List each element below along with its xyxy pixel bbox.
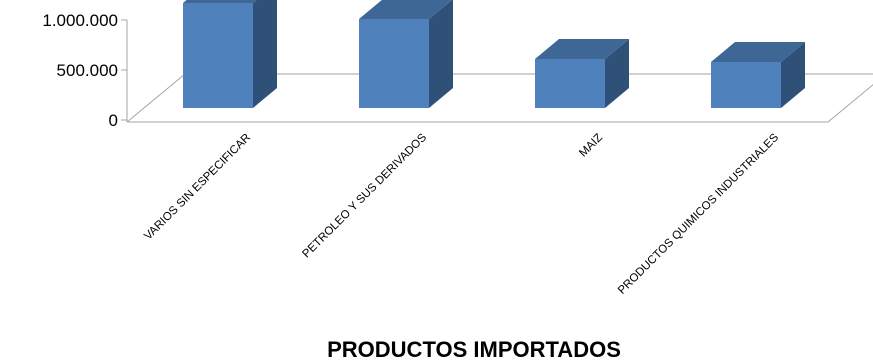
- bar-top-face: [535, 39, 629, 59]
- y-tick-label: 500.000: [57, 61, 118, 80]
- bar-front-face: [359, 19, 429, 108]
- category-axis: VARIOS SIN ESPECIFICAR PETROLEO Y SUS DER…: [142, 131, 781, 296]
- chart-floor-and-walls: [126, 73, 873, 123]
- bar-side-face: [253, 0, 277, 108]
- chart-floor: [126, 73, 873, 123]
- category-label: PRODUCTOS QUIMICOS INDUSTRIALES: [616, 131, 781, 296]
- bar-2: [359, 0, 453, 108]
- bar-top-face: [359, 0, 452, 19]
- bar-front-face: [535, 59, 605, 108]
- bar-4: [711, 42, 805, 108]
- bar-1: [183, 0, 277, 108]
- category-label: PETROLEO Y SUS DERIVADOS: [300, 131, 429, 260]
- category-label: VARIOS SIN ESPECIFICAR: [142, 132, 253, 243]
- bar-front-face: [711, 62, 781, 108]
- bar-series: [183, 0, 805, 108]
- y-tick-label: 1.000.000: [42, 11, 118, 30]
- chart-title: PRODUCTOS IMPORTADOS: [327, 337, 621, 362]
- y-tick-label: 0: [109, 111, 118, 130]
- category-label: MAIZ: [577, 132, 605, 160]
- bar-top-face: [183, 0, 257, 3]
- bar-side-face: [429, 0, 453, 108]
- bar-front-face: [183, 3, 253, 108]
- bar-side-face: [605, 39, 629, 108]
- bar-side-face: [781, 42, 805, 108]
- value-axis: 0 500.000 1.000.000: [42, 11, 128, 130]
- bar-3: [535, 39, 629, 108]
- bar-top-face: [711, 42, 805, 62]
